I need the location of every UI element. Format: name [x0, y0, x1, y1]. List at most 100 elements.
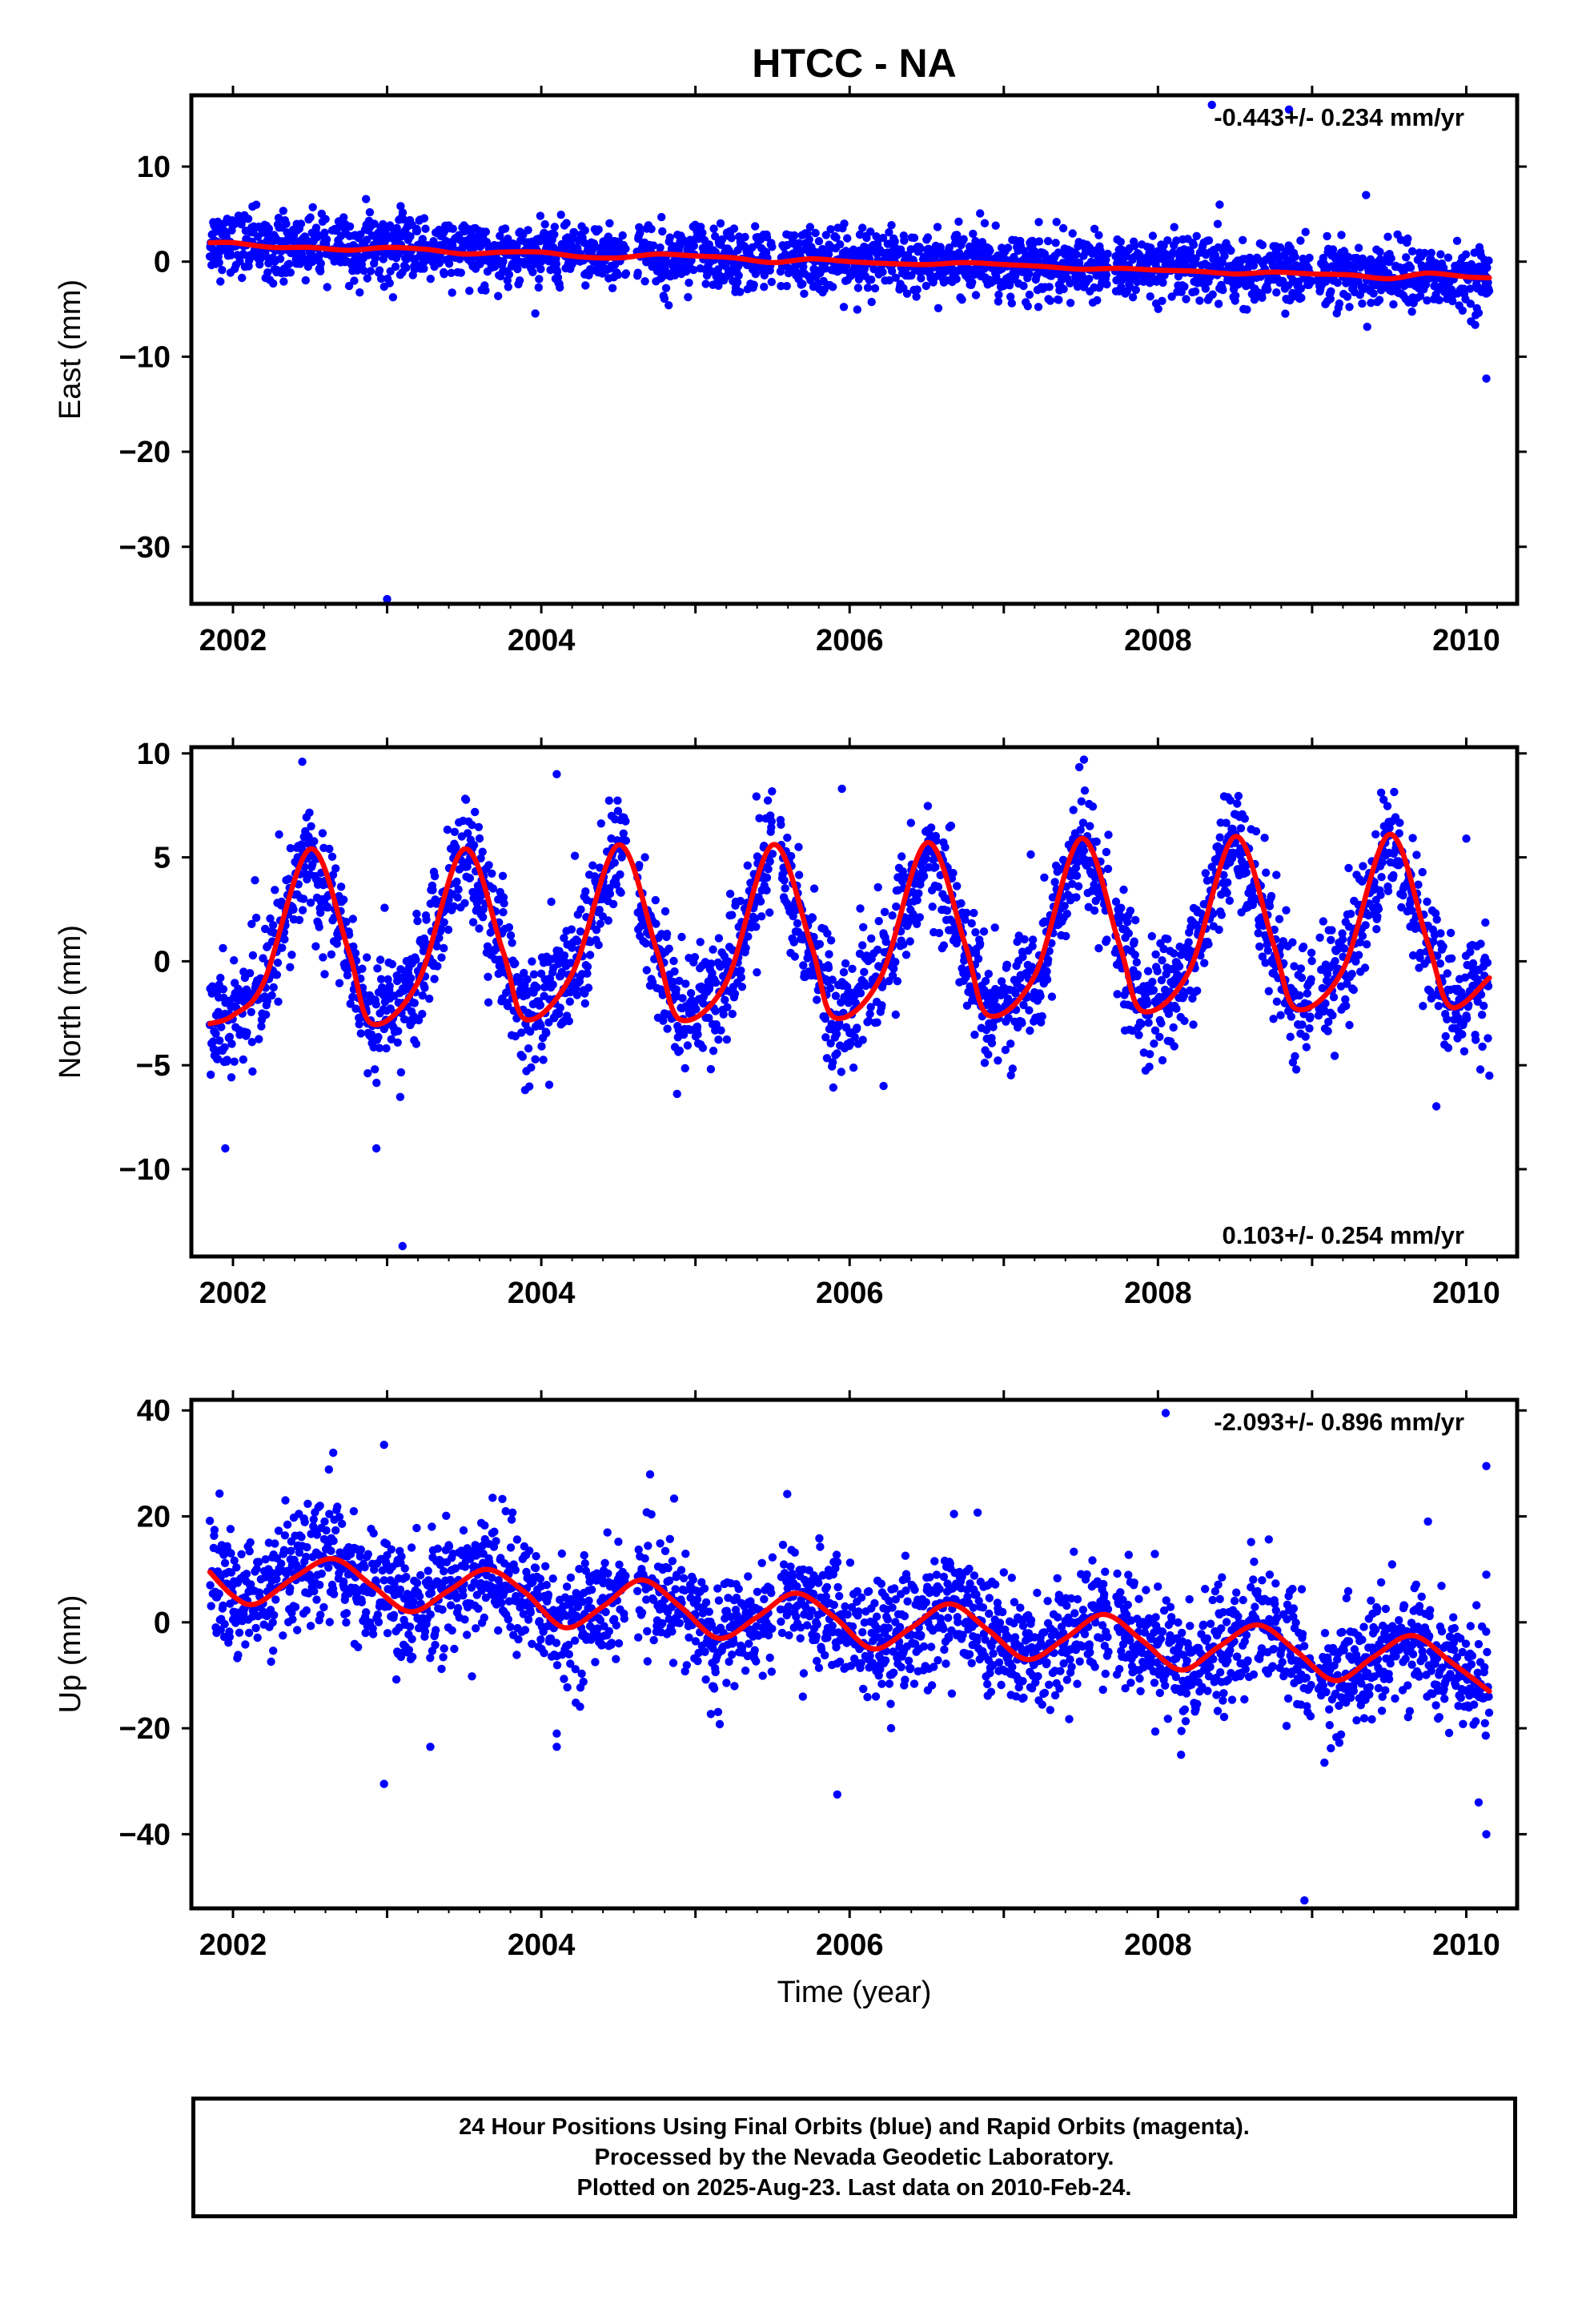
- data-point: [660, 294, 669, 304]
- data-point: [705, 1013, 713, 1023]
- data-point: [1148, 231, 1158, 240]
- data-point: [709, 224, 718, 233]
- data-point: [527, 1063, 536, 1072]
- data-point: [1170, 1042, 1178, 1051]
- data-point: [504, 283, 512, 292]
- data-point: [689, 265, 698, 275]
- data-point: [888, 971, 897, 980]
- data-point: [1242, 868, 1251, 877]
- data-point: [782, 282, 791, 291]
- data-point: [1163, 935, 1172, 943]
- data-point: [382, 1043, 391, 1053]
- data-point: [560, 951, 569, 960]
- data-point: [1220, 251, 1229, 260]
- data-point: [1131, 915, 1140, 925]
- data-point: [1209, 909, 1218, 919]
- data-point: [570, 851, 580, 860]
- data-point: [1019, 281, 1028, 291]
- data-point: [452, 877, 461, 887]
- data-point: [1103, 864, 1113, 874]
- data-point: [529, 970, 539, 979]
- data-point: [970, 908, 978, 918]
- data-point: [833, 1049, 841, 1058]
- data-point: [789, 938, 798, 947]
- data-point: [380, 903, 389, 912]
- data-point: [933, 223, 942, 231]
- data-point: [942, 906, 952, 915]
- data-point: [1153, 967, 1162, 975]
- data-point: [227, 1073, 236, 1082]
- data-point: [789, 911, 797, 921]
- data-point: [971, 291, 981, 300]
- data-point: [814, 237, 824, 246]
- data-point: [1217, 911, 1227, 919]
- data-point: [851, 999, 860, 1007]
- data-point: [548, 980, 557, 989]
- data-point: [518, 1052, 527, 1061]
- data-point: [821, 264, 830, 273]
- y-tick-label: −20: [119, 436, 171, 469]
- data-point: [751, 269, 760, 279]
- data-point: [1038, 1011, 1046, 1021]
- data-point: [986, 247, 994, 255]
- data-point: [635, 861, 644, 870]
- data-point: [1343, 979, 1351, 988]
- data-point: [1150, 1039, 1158, 1048]
- data-point: [1333, 278, 1343, 287]
- data-point: [1331, 957, 1339, 966]
- data-point: [856, 989, 865, 998]
- data-point: [741, 232, 749, 242]
- data-point: [843, 983, 852, 991]
- data-point: [298, 906, 307, 915]
- data-point: [239, 1055, 247, 1064]
- data-point: [306, 899, 315, 907]
- data-point: [1156, 254, 1165, 263]
- data-point: [554, 959, 563, 968]
- data-point: [980, 1059, 990, 1068]
- data-point: [1262, 868, 1271, 877]
- data-point: [749, 280, 758, 289]
- data-point: [1079, 846, 1089, 855]
- data-point: [1025, 1006, 1034, 1015]
- data-point: [227, 1039, 236, 1048]
- data-point: [1354, 243, 1363, 252]
- data-point: [280, 935, 289, 944]
- data-point: [1269, 1015, 1278, 1023]
- data-point: [662, 929, 672, 939]
- data-point: [225, 1032, 235, 1042]
- data-point: [348, 915, 357, 923]
- data-point: [357, 260, 367, 269]
- data-point: [1042, 967, 1051, 976]
- data-point: [829, 1058, 837, 1067]
- data-point: [1018, 1019, 1026, 1027]
- data-point: [499, 893, 508, 902]
- data-point: [219, 943, 227, 953]
- data-point: [328, 870, 338, 879]
- data-point: [826, 225, 835, 234]
- data-point: [444, 925, 453, 935]
- data-point: [670, 967, 679, 976]
- data-point: [583, 962, 592, 971]
- data-point: [693, 1030, 702, 1039]
- data-point: [1323, 231, 1331, 241]
- data-point: [542, 1028, 551, 1038]
- data-point: [1471, 320, 1480, 329]
- data-point: [885, 275, 894, 285]
- data-point: [269, 983, 278, 992]
- data-point: [604, 232, 612, 241]
- data-point: [832, 1030, 841, 1039]
- x-tick-label: 2004: [508, 624, 576, 657]
- data-point: [499, 257, 508, 266]
- data-point: [279, 277, 288, 286]
- data-point: [532, 983, 541, 992]
- data-point: [269, 279, 278, 288]
- data-point: [1458, 306, 1468, 315]
- data-point: [556, 283, 564, 292]
- data-point: [1174, 962, 1184, 971]
- data-point: [1399, 891, 1407, 900]
- plot-frame: [189, 93, 1520, 606]
- data-point: [821, 1033, 830, 1042]
- data-point: [1301, 227, 1310, 236]
- data-point: [344, 931, 354, 939]
